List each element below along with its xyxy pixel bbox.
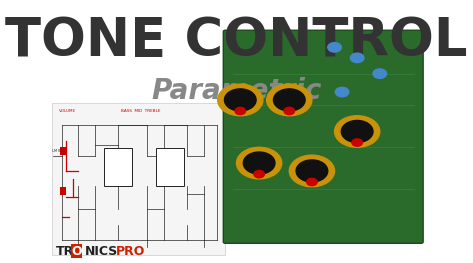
Circle shape [335, 87, 349, 97]
Text: BASS  MID  TREBLE: BASS MID TREBLE [121, 109, 161, 113]
Circle shape [243, 152, 275, 174]
Text: Parametric: Parametric [151, 77, 322, 105]
Text: O: O [71, 245, 81, 258]
Text: LM IN: LM IN [52, 149, 61, 153]
Circle shape [342, 120, 373, 143]
Circle shape [328, 43, 342, 52]
FancyBboxPatch shape [70, 244, 82, 258]
Circle shape [352, 139, 362, 146]
Circle shape [218, 84, 263, 116]
FancyBboxPatch shape [60, 148, 66, 155]
Circle shape [235, 107, 245, 115]
FancyBboxPatch shape [156, 148, 184, 186]
FancyBboxPatch shape [104, 148, 131, 186]
Text: PRO: PRO [116, 245, 145, 258]
Text: VOLUME: VOLUME [59, 109, 76, 113]
Circle shape [307, 178, 317, 186]
Text: NICS: NICS [85, 245, 118, 258]
FancyBboxPatch shape [52, 103, 225, 255]
Circle shape [350, 53, 364, 63]
Text: TR: TR [55, 245, 74, 258]
Circle shape [224, 89, 256, 111]
Circle shape [273, 89, 305, 111]
Circle shape [254, 170, 264, 178]
Circle shape [334, 116, 380, 147]
Circle shape [289, 155, 334, 187]
FancyBboxPatch shape [223, 30, 423, 243]
Circle shape [267, 84, 312, 116]
FancyBboxPatch shape [60, 187, 66, 195]
Text: TONE CONTROL: TONE CONTROL [5, 15, 468, 67]
Circle shape [296, 160, 328, 182]
Circle shape [236, 147, 282, 179]
Circle shape [284, 107, 295, 115]
Circle shape [373, 69, 386, 78]
